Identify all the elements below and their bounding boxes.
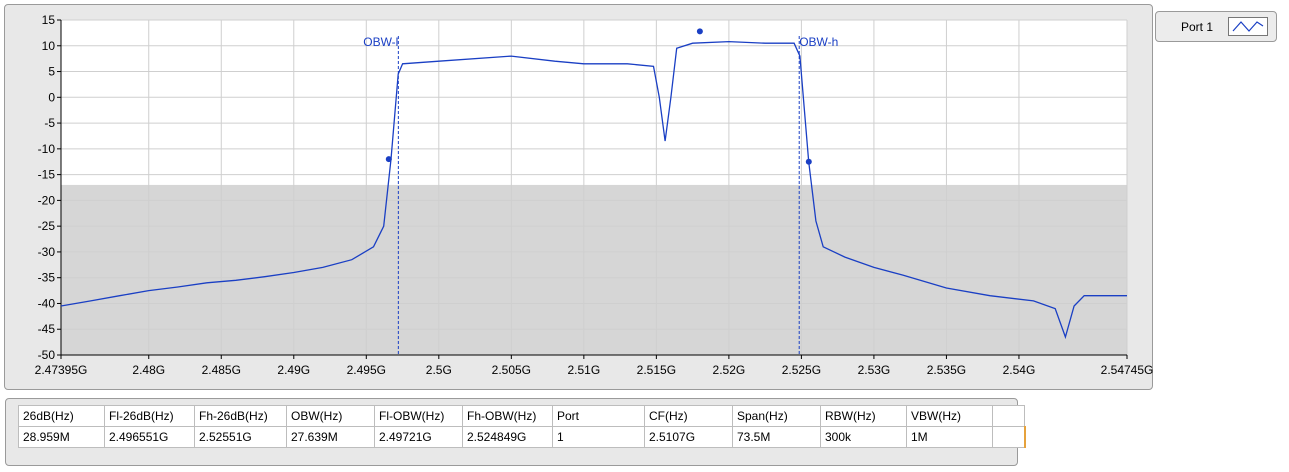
x-tick-label: 2.52G bbox=[713, 363, 746, 377]
table-cell: 300k bbox=[820, 426, 907, 448]
x-tick-label: 2.51G bbox=[567, 363, 600, 377]
results-table: 26dB(Hz) Fl-26dB(Hz) Fh-26dB(Hz) OBW(Hz) Fl-… bbox=[18, 405, 1026, 448]
x-tick-label: 2.515G bbox=[637, 363, 676, 377]
table-cell: 73.5M bbox=[732, 426, 821, 448]
y-tick-label: -25 bbox=[38, 219, 56, 233]
plot-legend[interactable]: Port 1 bbox=[1155, 11, 1277, 42]
y-tick-label: -30 bbox=[38, 245, 56, 259]
marker-point bbox=[385, 156, 392, 163]
table-cell: 1 bbox=[552, 426, 645, 448]
x-tick-label: 2.505G bbox=[492, 363, 531, 377]
table-cell: 2.49721G bbox=[374, 426, 463, 448]
shaded-region bbox=[61, 184, 1127, 355]
y-tick-label: 5 bbox=[48, 65, 55, 79]
x-tick-label: 2.525G bbox=[782, 363, 821, 377]
x-tick-label: 2.5G bbox=[426, 363, 452, 377]
table-cell: 27.639M bbox=[286, 426, 375, 448]
legend-label: Port 1 bbox=[1181, 20, 1214, 34]
table-header-row: 26dB(Hz) Fl-26dB(Hz) Fh-26dB(Hz) OBW(Hz) Fl-… bbox=[18, 405, 1025, 427]
x-tick-label: 2.495G bbox=[347, 363, 386, 377]
y-tick-label: 0 bbox=[48, 90, 55, 104]
y-tick-label: -15 bbox=[38, 168, 56, 182]
obw-cursor-label: OBW-h bbox=[799, 35, 838, 49]
line-style-icon[interactable] bbox=[1228, 17, 1268, 36]
marker-point bbox=[696, 28, 703, 35]
column-header: VBW(Hz) bbox=[906, 405, 993, 427]
column-header: Fh-26dB(Hz) bbox=[194, 405, 287, 427]
column-header: 26dB(Hz) bbox=[18, 405, 105, 427]
chart-frame: 15 10 5 0 -5 -10 -15 -20 -25 -30 -35 -40 -45 -50 2.473… bbox=[4, 4, 1153, 390]
y-tick-label: -20 bbox=[38, 193, 56, 207]
y-tick-label: -45 bbox=[38, 322, 56, 336]
x-tick-label: 2.485G bbox=[202, 363, 241, 377]
x-tick-label: 2.49G bbox=[277, 363, 310, 377]
column-header: Fl-26dB(Hz) bbox=[104, 405, 195, 427]
table-cell: 28.959M bbox=[18, 426, 105, 448]
x-tick-label: 2.53G bbox=[858, 363, 891, 377]
spectrum-trace bbox=[60, 40, 1127, 340]
column-header: RBW(Hz) bbox=[820, 405, 907, 427]
column-header: Span(Hz) bbox=[732, 405, 821, 427]
x-tick-label: 2.48G bbox=[132, 363, 165, 377]
table-cell: 2.524849G bbox=[462, 426, 553, 448]
table-cell: 2.52551G bbox=[194, 426, 287, 448]
column-header: Port bbox=[552, 405, 645, 427]
y-tick-label: -35 bbox=[38, 271, 56, 285]
column-header: Fh-OBW(Hz) bbox=[462, 405, 553, 427]
y-tick-label: 15 bbox=[42, 13, 56, 27]
x-tick-label: 2.54745G bbox=[1101, 363, 1154, 377]
x-tick-label: 2.47395G bbox=[35, 363, 88, 377]
marker-point bbox=[805, 158, 812, 165]
results-table-frame: 26dB(Hz) Fl-26dB(Hz) Fh-26dB(Hz) OBW(Hz) Fl-… bbox=[5, 398, 1026, 466]
obw-cursor-label: OBW-l bbox=[363, 35, 398, 49]
column-header bbox=[992, 405, 1025, 427]
spectrum-chart: 15 10 5 0 -5 -10 -15 -20 -25 -30 -35 -40 -45 -502.473… bbox=[35, 13, 1154, 377]
table-cell: 2.496551G bbox=[104, 426, 195, 448]
table-cell: 2.5107G bbox=[644, 426, 733, 448]
y-tick-label: -40 bbox=[38, 296, 56, 310]
table-row: 28.959M 2.496551G 2.52551G 27.639M 2.49721G 2… bbox=[18, 426, 1026, 448]
y-tick-label: -5 bbox=[44, 116, 55, 130]
table-body: 28.959M 2.496551G 2.52551G 27.639M 2.49721G 2… bbox=[18, 426, 1026, 448]
column-header: OBW(Hz) bbox=[286, 405, 375, 427]
y-tick-label: -10 bbox=[38, 142, 56, 156]
table-cell bbox=[992, 426, 1026, 448]
x-tick-label: 2.54G bbox=[1003, 363, 1036, 377]
y-tick-label: -50 bbox=[38, 348, 56, 362]
column-header: CF(Hz) bbox=[644, 405, 733, 427]
y-tick-label: 10 bbox=[42, 39, 56, 53]
table-cell: 1M bbox=[906, 426, 993, 448]
column-header: Fl-OBW(Hz) bbox=[374, 405, 463, 427]
x-tick-label: 2.535G bbox=[927, 363, 966, 377]
